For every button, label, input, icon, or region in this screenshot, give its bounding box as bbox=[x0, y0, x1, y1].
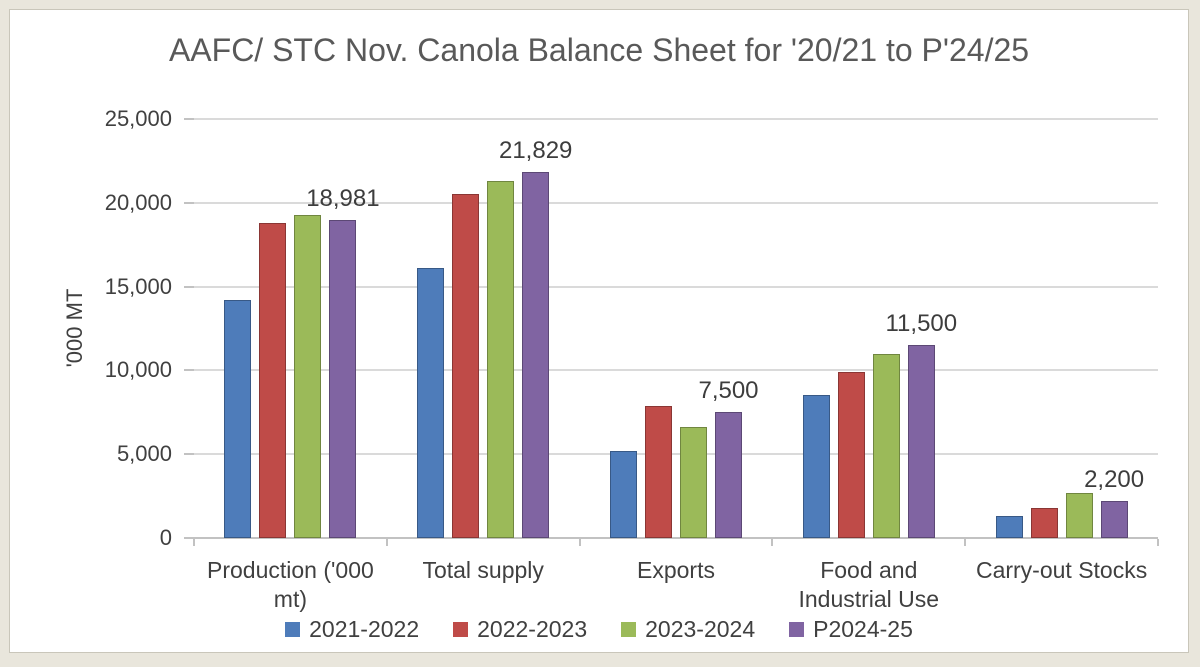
data-label: 21,829 bbox=[498, 137, 573, 164]
gridline bbox=[194, 201, 1158, 204]
legend: 2021-2022 2022-2023 2023-2024 P2024-25 bbox=[10, 613, 1188, 645]
category-label-line: mt) bbox=[273, 586, 307, 612]
x-axis-tick bbox=[1157, 539, 1159, 546]
category-label: Production ('000 mt) bbox=[194, 556, 387, 614]
bar-2022-2023 bbox=[837, 372, 865, 538]
y-axis-tick-label: 25,000 bbox=[104, 106, 172, 131]
bar-2022-2023 bbox=[259, 223, 287, 538]
bar-2022-2023 bbox=[645, 406, 672, 538]
legend-item: 2023-2024 bbox=[621, 616, 755, 643]
y-axis-tick-label: 10,000 bbox=[104, 357, 172, 383]
legend-label: P2024-25 bbox=[813, 615, 913, 642]
data-label: 7,500 bbox=[698, 377, 759, 404]
category-label-line: Carry-out Stocks bbox=[975, 557, 1148, 583]
gridline bbox=[194, 369, 1158, 372]
y-axis-tick-label: 20,000 bbox=[104, 189, 172, 215]
bar-2023-2024 bbox=[872, 354, 900, 538]
gridline bbox=[194, 285, 1158, 288]
legend-swatch-icon bbox=[453, 621, 469, 637]
data-label: 18,981 bbox=[306, 185, 380, 212]
y-axis-tick bbox=[184, 537, 194, 539]
bar-2022-2023 bbox=[1030, 508, 1058, 538]
legend-swatch-icon bbox=[621, 621, 637, 637]
bar-2023-2024 bbox=[294, 215, 322, 538]
bar-2023-2024 bbox=[1065, 493, 1093, 538]
bar-P2024-25 bbox=[1100, 501, 1128, 538]
gridline bbox=[194, 118, 1158, 120]
data-label: 2,200 bbox=[1084, 466, 1145, 493]
bar-2021-2022 bbox=[224, 300, 252, 538]
bar-P2024-25 bbox=[329, 220, 357, 538]
category-label-line: Production ('000 bbox=[207, 557, 374, 583]
legend-label: 2022-2023 bbox=[477, 615, 588, 642]
category-label-line: Exports bbox=[637, 557, 715, 583]
bar-2021-2022 bbox=[802, 395, 830, 538]
bar-2023-2024 bbox=[680, 427, 707, 538]
y-axis-tick-label: 0 bbox=[159, 525, 172, 550]
legend-item: P2024-25 bbox=[789, 616, 913, 643]
x-axis-tick bbox=[193, 539, 195, 546]
y-axis-tick bbox=[184, 369, 194, 372]
bar-2021-2022 bbox=[610, 451, 637, 538]
y-axis-tick bbox=[184, 201, 194, 204]
legend-swatch-icon bbox=[789, 621, 805, 637]
legend-swatch-icon bbox=[285, 621, 301, 637]
x-axis-tick bbox=[964, 539, 967, 546]
legend-label: 2021-2022 bbox=[309, 615, 420, 642]
category-label-line: Food and bbox=[820, 557, 918, 583]
legend-item: 2021-2022 bbox=[285, 616, 419, 643]
category-label: Total supply bbox=[387, 556, 580, 585]
x-axis-tick bbox=[385, 539, 388, 546]
legend-label: 2023-2024 bbox=[645, 615, 756, 642]
x-axis-tick bbox=[771, 539, 774, 546]
bar-2021-2022 bbox=[417, 268, 445, 538]
y-axis-tick bbox=[184, 285, 194, 288]
category-label-line: Total supply bbox=[422, 557, 544, 583]
x-axis-tick bbox=[578, 539, 581, 546]
chart-panel: AAFC/ STC Nov. Canola Balance Sheet for … bbox=[9, 9, 1189, 653]
bar-2022-2023 bbox=[452, 194, 480, 538]
y-axis-tick-label: 5,000 bbox=[116, 441, 172, 467]
chart-title: AAFC/ STC Nov. Canola Balance Sheet for … bbox=[168, 32, 1030, 68]
category-label: Carry-out Stocks bbox=[965, 556, 1158, 585]
category-label-line: Industrial Use bbox=[798, 586, 940, 612]
x-axis-line bbox=[194, 537, 1158, 539]
data-label: 11,500 bbox=[885, 310, 958, 337]
bar-2021-2022 bbox=[995, 516, 1023, 538]
bar-2023-2024 bbox=[487, 181, 515, 538]
bar-P2024-25 bbox=[522, 172, 550, 538]
y-axis-tick-label: 15,000 bbox=[104, 273, 172, 299]
gridline bbox=[194, 453, 1158, 456]
category-label: Exports bbox=[580, 556, 773, 585]
legend-item: 2022-2023 bbox=[453, 616, 587, 643]
y-axis-tick bbox=[184, 453, 194, 456]
bar-P2024-25 bbox=[715, 412, 742, 538]
category-label: Food and Industrial Use bbox=[772, 556, 965, 614]
bar-P2024-25 bbox=[907, 345, 935, 538]
y-axis-tick bbox=[184, 118, 194, 120]
